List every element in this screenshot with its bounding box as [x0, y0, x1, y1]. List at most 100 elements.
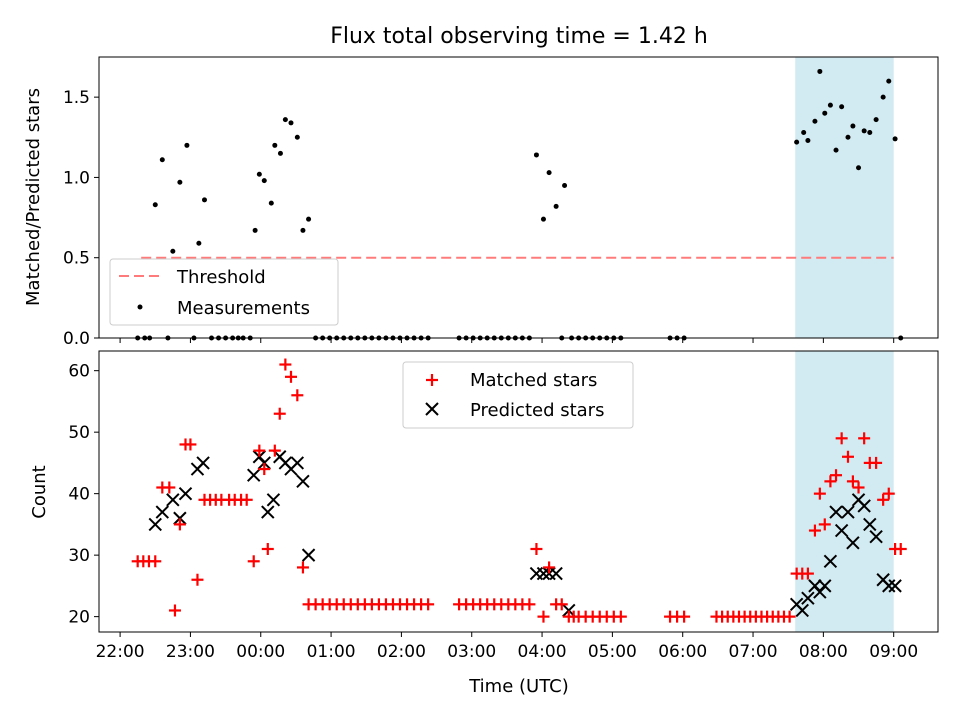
measurement-point — [562, 182, 568, 188]
measurement-point — [546, 170, 552, 176]
measurement-point — [261, 178, 267, 184]
matched-stars-points — [131, 358, 907, 623]
matched-star-point — [191, 573, 204, 586]
measurement-point — [252, 227, 258, 233]
predicted-star-point — [257, 456, 271, 470]
y-tick-label: 0.0 — [63, 329, 90, 349]
x-tick-label: 09:00 — [869, 642, 918, 662]
measurement-point — [856, 165, 862, 171]
matched-star-point — [830, 469, 843, 482]
measurement-point — [817, 68, 823, 74]
matched-star-point — [240, 493, 253, 506]
predicted-star-point — [173, 511, 187, 525]
x-tick-label: 05:00 — [588, 642, 637, 662]
matched-star-point — [523, 598, 536, 611]
matched-star-point — [614, 610, 627, 623]
measurement-point — [861, 128, 867, 134]
measurement-point — [177, 179, 183, 185]
predicted-star-point — [834, 523, 849, 538]
predicted-star-point — [846, 536, 860, 550]
y-tick-label: 1.5 — [63, 88, 90, 108]
matched-star-point — [422, 598, 435, 611]
measurement-point — [867, 129, 873, 135]
legend-measurements-label: Measurements — [177, 298, 310, 319]
predicted-star-point — [290, 456, 305, 470]
measurement-point — [850, 123, 856, 129]
measurement-point — [892, 136, 898, 142]
ratio-x-ticks — [119, 338, 895, 343]
predicted-star-point — [795, 603, 809, 618]
ratio-y-ticks: 0.0 0.5 1.0 1.5 — [63, 88, 99, 349]
matched-star-point — [870, 456, 883, 469]
predicted-star-point — [266, 493, 281, 507]
matched-star-point — [163, 481, 176, 494]
predicted-star-point — [178, 486, 193, 501]
y-tick-label: 1.0 — [63, 168, 90, 188]
matched-star-point — [530, 542, 543, 555]
measurement-point — [812, 118, 818, 124]
matched-star-point — [835, 432, 848, 445]
measurement-point — [159, 157, 165, 163]
ratio-legend-box — [109, 258, 339, 326]
predicted-star-point — [196, 456, 210, 470]
matched-star-point — [555, 598, 568, 611]
measurement-point — [553, 203, 559, 209]
ratio-highlight-band — [795, 57, 894, 338]
measurement-point — [540, 216, 546, 222]
matched-star-point — [173, 518, 186, 531]
legend-matched-swatch — [426, 374, 438, 386]
matched-star-point — [813, 487, 826, 500]
measurement-point — [170, 248, 176, 254]
matched-star-point — [858, 432, 871, 445]
matched-star-point — [894, 542, 907, 555]
predicted-star-point — [155, 505, 170, 519]
measurement-point — [833, 147, 839, 153]
x-tick-label: 08:00 — [799, 642, 848, 662]
matched-star-point — [841, 450, 854, 463]
x-tick-label: 01:00 — [307, 642, 356, 662]
measurement-point — [288, 120, 294, 126]
y-tick-label: 20 — [68, 608, 90, 628]
count-panel: 20 30 40 50 60 22:00 23:00 00:00 01:00 02:00 03:0… — [29, 350, 939, 697]
matched-star-point — [852, 481, 865, 494]
matched-star-point — [808, 524, 821, 537]
measurement-point — [801, 129, 807, 135]
matched-star-point — [258, 463, 271, 476]
x-tick-label: 07:00 — [729, 642, 778, 662]
predicted-star-point — [888, 579, 902, 593]
measurement-point — [277, 150, 283, 156]
x-tick-label: 03:00 — [447, 642, 496, 662]
matched-star-point — [543, 561, 556, 574]
matched-star-point — [818, 518, 831, 531]
matched-star-point — [783, 610, 796, 623]
x-tick-label: 02:00 — [377, 642, 426, 662]
measurement-point — [880, 94, 886, 100]
measurement-point — [839, 104, 845, 110]
count-y-label: Count — [29, 465, 50, 518]
measurement-point — [268, 200, 274, 206]
measurement-point — [533, 152, 539, 158]
matched-star-point — [824, 475, 837, 488]
measurement-point — [272, 142, 278, 148]
predicted-star-point — [247, 468, 261, 482]
figure-title: Flux total observing time = 1.42 h — [330, 24, 708, 49]
matched-star-point — [261, 542, 274, 555]
measurement-point — [196, 240, 202, 246]
measurement-point — [300, 227, 306, 233]
legend-predicted-swatch — [425, 402, 439, 416]
y-tick-label: 60 — [68, 362, 90, 382]
count-plot-frame — [98, 350, 939, 633]
legend-measurements-swatch — [137, 304, 143, 310]
y-tick-label: 30 — [68, 546, 90, 566]
ratio-plot-frame — [98, 56, 939, 339]
legend-matched-label: Matched stars — [470, 370, 597, 391]
measurement-point — [845, 134, 851, 140]
x-tick-label: 23:00 — [166, 642, 215, 662]
measurement-point — [822, 110, 828, 116]
predicted-star-point — [301, 548, 316, 562]
measurement-point — [827, 102, 833, 108]
predicted-star-point — [818, 579, 832, 593]
predicted-star-point — [166, 493, 180, 507]
matched-star-point — [247, 555, 260, 568]
